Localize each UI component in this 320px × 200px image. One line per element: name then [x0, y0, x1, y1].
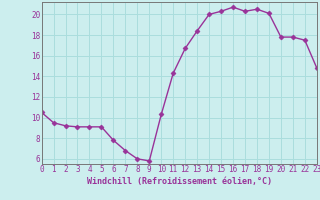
- X-axis label: Windchill (Refroidissement éolien,°C): Windchill (Refroidissement éolien,°C): [87, 177, 272, 186]
